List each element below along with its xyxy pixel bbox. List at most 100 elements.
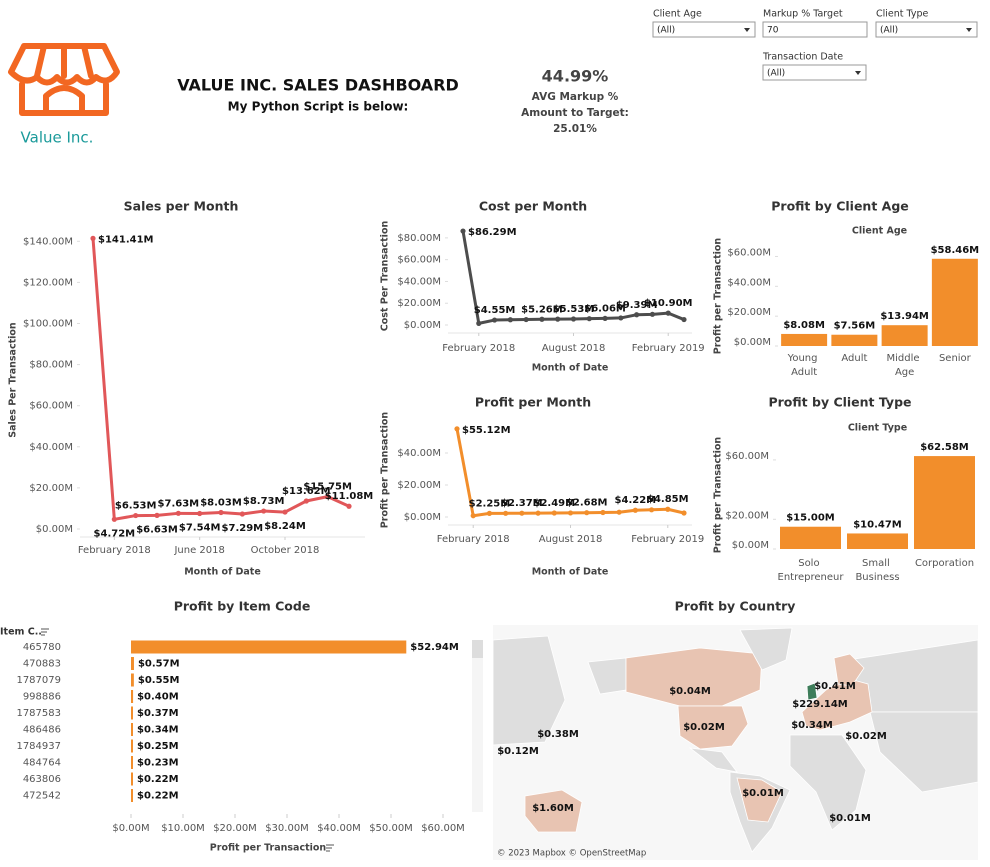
point — [519, 510, 525, 516]
filter-input[interactable] — [762, 21, 868, 38]
x-tick-label: $0.00M — [112, 823, 149, 834]
point — [154, 512, 160, 518]
point — [303, 498, 309, 504]
data-label: $6.06M — [584, 303, 626, 314]
y-axis-label: Profit per Transaction — [713, 437, 724, 554]
country — [677, 705, 749, 750]
map-label: $0.02M — [683, 722, 725, 733]
map-label: $229.14M — [792, 699, 848, 710]
point — [586, 316, 592, 322]
data-label: $2.25M — [469, 498, 511, 509]
sort-icon — [326, 844, 334, 852]
row-label: 470883 — [23, 659, 61, 670]
point — [133, 512, 139, 519]
column-header: Client Age — [852, 226, 907, 237]
y-tick-label: $120.00M — [23, 277, 73, 288]
column-header: Client Type — [848, 423, 907, 434]
row-label: 465780 — [23, 642, 61, 653]
scrollbar-thumb[interactable] — [472, 640, 483, 658]
y-axis-label: Profit per Transaction — [713, 238, 724, 355]
bar — [131, 789, 133, 802]
x-tick-label: Senior — [939, 353, 972, 364]
map-attribution: © 2023 Mapbox © OpenStreetMap — [497, 849, 646, 859]
data-label: $0.22M — [137, 774, 179, 785]
filter-value: (All) — [767, 69, 785, 79]
point — [535, 510, 541, 516]
country — [493, 635, 566, 746]
bar — [131, 756, 133, 769]
data-label: $7.54M — [179, 523, 221, 534]
point — [570, 316, 577, 322]
y-tick-label: $0.00M — [404, 512, 441, 523]
data-label: $0.34M — [137, 725, 179, 736]
y-tick-label: $20.00M — [397, 480, 441, 491]
chart-title: Profit per Month — [475, 395, 591, 410]
filter-dropdown[interactable] — [762, 64, 867, 81]
point — [460, 228, 466, 234]
map-label: $0.01M — [742, 788, 784, 799]
y-tick-label: $0.00M — [732, 540, 769, 551]
data-label: $13.94M — [880, 311, 929, 322]
point — [507, 317, 513, 323]
y-axis-label: Profit per Transaction — [380, 412, 391, 529]
x-tick-label: October 2018 — [251, 545, 320, 556]
map-label: $0.02M — [845, 731, 887, 742]
dropdown-arrow — [966, 28, 972, 32]
data-label: $6.53M — [115, 501, 157, 512]
kpi-target-label: Amount to Target: — [521, 107, 629, 119]
column-header: Item C.. — [0, 627, 42, 638]
row-label: 998886 — [23, 692, 61, 703]
y-tick-label: $0.00M — [36, 524, 73, 535]
logo — [8, 43, 120, 116]
country — [524, 789, 583, 833]
bar — [131, 673, 134, 687]
point — [618, 315, 624, 321]
x-tick-label: June 2018 — [173, 545, 224, 556]
data-label: $141.41M — [98, 234, 154, 245]
bar — [781, 333, 828, 346]
country — [801, 677, 873, 731]
y-tick-label: $40.00M — [727, 277, 771, 288]
point — [602, 315, 608, 322]
bar — [914, 456, 975, 549]
row-label: 1787583 — [16, 708, 61, 719]
y-tick-label: $60.00M — [29, 401, 73, 412]
row-label: 484764 — [23, 758, 61, 769]
scrollbar[interactable] — [472, 640, 483, 812]
point — [261, 508, 267, 514]
point — [90, 235, 96, 241]
data-label: $4.85M — [647, 494, 689, 505]
data-label: $7.63M — [158, 498, 200, 509]
y-tick-label: $20.00M — [727, 307, 771, 318]
bar — [131, 723, 133, 736]
filter-value: (All) — [880, 26, 898, 36]
filter-dropdown[interactable] — [875, 21, 978, 38]
filter-value: (All) — [657, 26, 675, 36]
country — [833, 653, 865, 687]
data-label: $0.55M — [138, 675, 180, 686]
y-tick-label: $60.00M — [727, 247, 771, 258]
map-label: $1.60M — [532, 803, 574, 814]
point — [218, 509, 224, 516]
data-label: $8.73M — [243, 496, 285, 507]
data-label: $7.29M — [222, 523, 264, 534]
point — [584, 510, 590, 516]
x-tick-label: Small Business — [855, 558, 899, 583]
data-label: $0.40M — [137, 692, 179, 703]
x-tick-label: $50.00M — [369, 823, 413, 834]
subtitle: My Python Script is below: — [228, 100, 409, 114]
data-label: $86.29M — [468, 227, 517, 238]
dashboard-title: VALUE INC. SALES DASHBOARD — [177, 76, 459, 95]
map-label: $0.04M — [669, 686, 711, 697]
x-tick-label: Corporation — [915, 558, 974, 569]
point — [491, 317, 498, 323]
y-tick-label: $20.00M — [725, 510, 769, 521]
x-tick-label: Solo Entrepreneur — [778, 558, 845, 583]
filter-dropdown[interactable] — [652, 21, 756, 38]
bar — [847, 533, 908, 549]
data-label: $2.37M — [501, 498, 543, 509]
point — [539, 316, 545, 322]
data-label: $5.26M — [521, 304, 563, 315]
bar — [131, 657, 134, 670]
